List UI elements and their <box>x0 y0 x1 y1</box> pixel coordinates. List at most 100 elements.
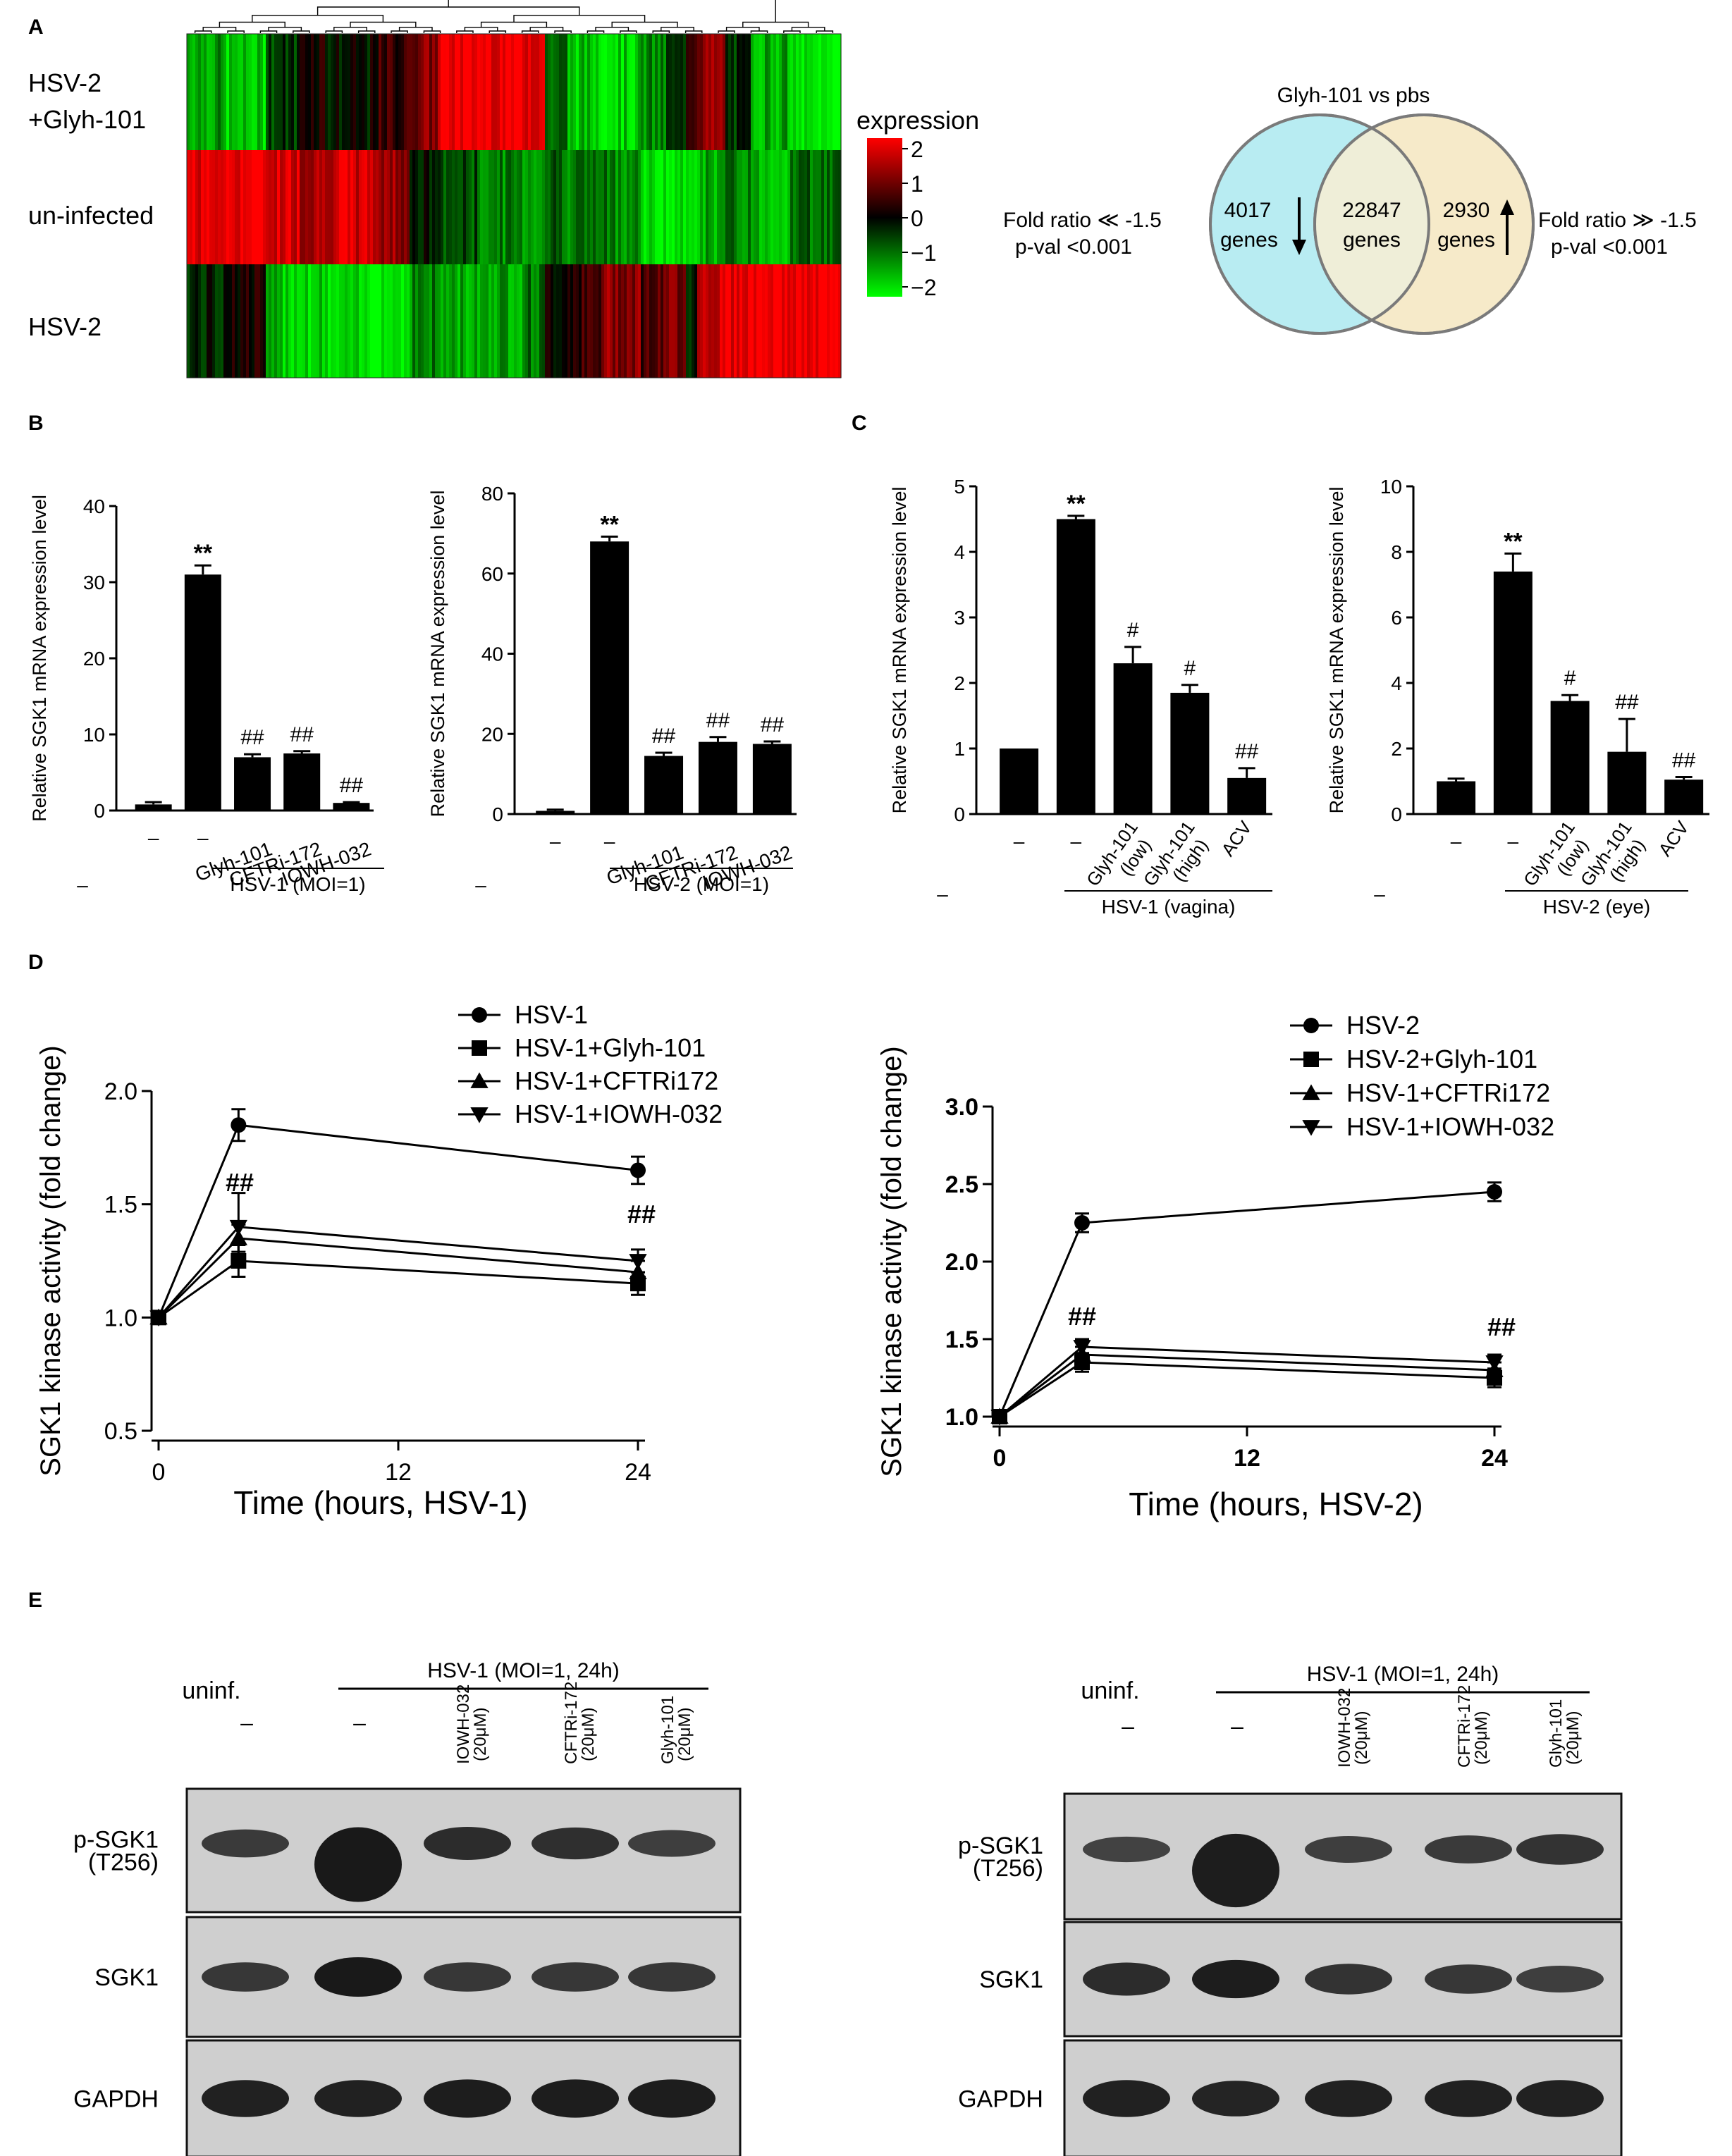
heatmap-cell <box>274 150 278 264</box>
significance-label: ## <box>652 725 676 748</box>
y-tick-label: 1.5 <box>945 1326 978 1353</box>
heatmap-cell <box>350 150 354 264</box>
heatmap-cell <box>443 150 447 264</box>
heatmap-cell <box>226 150 230 264</box>
category-label: – <box>604 830 615 852</box>
heatmap-cell <box>246 34 250 150</box>
heatmap-cell <box>615 264 619 378</box>
y-tick-label: 2 <box>954 672 965 694</box>
lane-label: IOWH-032(20μM) <box>454 1684 490 1764</box>
blot-band <box>1192 1833 1279 1908</box>
heatmap-cell <box>717 264 720 378</box>
x-axis-label: Time (hours, HSV-1) <box>233 1484 528 1521</box>
heatmap-cell <box>198 150 202 264</box>
heatmap-cell <box>542 34 546 150</box>
heatmap-cell <box>254 150 258 264</box>
marker-circle <box>1074 1215 1090 1231</box>
bar-chart-b2: Relative SGK1 mRNA expression level 0 20 40… <box>427 483 797 896</box>
heatmap-cell <box>342 264 345 378</box>
heatmap-cell <box>503 150 506 264</box>
y-tick-label: 4 <box>954 541 965 563</box>
heatmap-cell <box>266 34 269 150</box>
heatmap-cell <box>350 264 354 378</box>
series-line <box>157 1226 639 1319</box>
blot-band <box>628 1830 715 1857</box>
row2-label: – <box>937 883 948 905</box>
heatmap-cell <box>593 264 596 378</box>
bar <box>1000 749 1039 814</box>
y-tick-label: 0 <box>492 803 503 825</box>
heatmap-cell <box>257 264 261 378</box>
heatmap-cell <box>201 264 204 378</box>
group-label: HSV-1 (MOI=1, 24h) <box>1307 1663 1499 1686</box>
heatmap-cell <box>198 264 202 378</box>
heatmap-cell <box>359 150 362 264</box>
heatmap-cell <box>486 264 489 378</box>
blot-band <box>532 1962 619 1992</box>
heatmap-cell <box>443 34 447 150</box>
heatmap-cell <box>818 34 822 150</box>
y-tick-label: 30 <box>83 572 105 593</box>
venn-diagram: Glyh-101 vs pbs 4017 genes 22847 genes 2… <box>1003 84 1697 335</box>
heatmap-cell <box>410 150 413 264</box>
blot-row-label: (T256) <box>973 1855 1043 1882</box>
heatmap-cell <box>621 264 625 378</box>
heatmap-cell <box>801 264 805 378</box>
heatmap-cell <box>232 34 235 150</box>
heatmap-cell <box>587 150 591 264</box>
y-tick-label: 2.0 <box>104 1078 137 1105</box>
heatmap-cell <box>683 264 687 378</box>
heatmap-cell <box>294 264 297 378</box>
dendrogram-branch <box>611 21 678 27</box>
heatmap-cell <box>489 264 492 378</box>
heatmap-cell <box>393 264 396 378</box>
heatmap-cell <box>598 264 602 378</box>
heatmap-cell <box>390 264 393 378</box>
heatmap-cell <box>830 34 833 150</box>
significance-label: ## <box>1235 740 1259 763</box>
marker-square <box>1303 1052 1319 1067</box>
blot-row-label: SGK1 <box>979 1966 1043 1993</box>
heatmap-cell <box>669 34 672 150</box>
heatmap-cell <box>545 264 548 378</box>
heatmap-cell <box>257 150 261 264</box>
heatmap-cell <box>661 150 664 264</box>
heatmap-cell <box>252 150 255 264</box>
heatmap-cell <box>240 34 244 150</box>
heatmap-cell <box>195 150 199 264</box>
heatmap-cell <box>474 34 478 150</box>
heatmap-cell <box>782 264 785 378</box>
heatmap-cell <box>590 150 594 264</box>
heatmap-cell <box>838 34 842 150</box>
heatmap-cell <box>796 264 799 378</box>
heatmap-cell <box>424 34 427 150</box>
heatmap-cell <box>384 150 388 264</box>
heatmap-cell <box>249 34 252 150</box>
heatmap-cell <box>302 150 306 264</box>
heatmap-legend-label: −1 <box>911 240 936 266</box>
heatmap-cell <box>271 150 275 264</box>
heatmap-legend-label: 0 <box>911 206 923 231</box>
heatmap-cell <box>598 34 602 150</box>
dendrogram-branch <box>227 30 245 33</box>
heatmap-cell <box>280 34 283 150</box>
heatmap-cell <box>731 264 735 378</box>
heatmap-cell <box>466 264 469 378</box>
heatmap-cell <box>311 264 314 378</box>
blot-band <box>424 2079 511 2118</box>
y-tick-label: 3 <box>954 607 965 629</box>
blot-band <box>424 1962 511 1992</box>
bar <box>1227 777 1267 814</box>
heatmap-cell <box>689 150 692 264</box>
venn-left-annotation-1: Fold ratio ≪ -1.5 <box>1003 209 1162 232</box>
heatmap-cell <box>514 264 517 378</box>
heatmap-cell <box>520 34 523 150</box>
heatmap-cell <box>463 264 467 378</box>
heatmap-cell <box>725 34 729 150</box>
heatmap-cell <box>796 34 799 150</box>
heatmap-cell <box>370 34 374 150</box>
bar <box>644 756 684 814</box>
heatmap-cell <box>418 34 422 150</box>
y-axis-label: SGK1 kinase activity (fold change) <box>35 1045 66 1476</box>
heatmap-cell <box>305 34 309 150</box>
